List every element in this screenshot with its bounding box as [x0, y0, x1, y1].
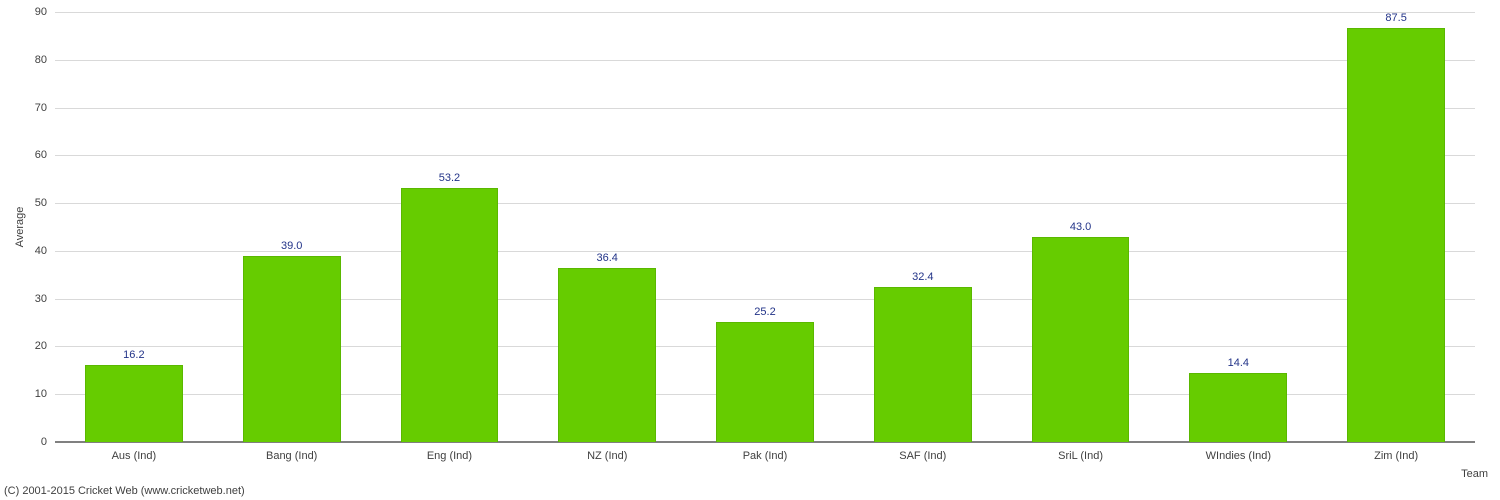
- x-axis-label: Team: [1461, 468, 1488, 480]
- y-tick-label: 50: [35, 197, 47, 209]
- y-tick-label: 90: [35, 6, 47, 18]
- bar-slot: 14.4: [1159, 12, 1317, 442]
- bar-value-label: 87.5: [1385, 12, 1406, 24]
- x-tick-label: NZ (Ind): [528, 450, 686, 462]
- y-tick-label: 30: [35, 293, 47, 305]
- bar: [401, 188, 499, 442]
- y-tick-label: 70: [35, 102, 47, 114]
- bar-chart: 16.2 39.0 53.2 36.4 25.2 32.4 43.0 14.4 87.5 Ave…: [0, 0, 1500, 500]
- y-axis-label: Average: [14, 207, 26, 248]
- bar-slot: 16.2: [55, 12, 213, 442]
- y-tick-label: 80: [35, 54, 47, 66]
- bar-value-label: 16.2: [123, 349, 144, 361]
- y-tick-label: 0: [41, 436, 47, 448]
- bar: [874, 287, 972, 442]
- bar: [716, 322, 814, 442]
- y-tick-label: 10: [35, 388, 47, 400]
- bars-container: 16.2 39.0 53.2 36.4 25.2 32.4 43.0 14.4 87.5: [55, 12, 1475, 442]
- bar-slot: 25.2: [686, 12, 844, 442]
- bar-slot: 87.5: [1317, 12, 1475, 442]
- x-tick-label: Bang (Ind): [213, 450, 371, 462]
- bar: [1032, 237, 1130, 442]
- bar-slot: 32.4: [844, 12, 1002, 442]
- bar-value-label: 14.4: [1228, 357, 1249, 369]
- bar-value-label: 25.2: [754, 306, 775, 318]
- bar-slot: 39.0: [213, 12, 371, 442]
- copyright-text: (C) 2001-2015 Cricket Web (www.cricketwe…: [4, 485, 245, 497]
- y-tick-label: 60: [35, 149, 47, 161]
- x-axis: Aus (Ind)Bang (Ind)Eng (Ind)NZ (Ind)Pak …: [55, 450, 1475, 462]
- bar-value-label: 53.2: [439, 172, 460, 184]
- bar: [558, 268, 656, 442]
- bar: [1347, 28, 1445, 442]
- bar-value-label: 39.0: [281, 240, 302, 252]
- bar-value-label: 43.0: [1070, 221, 1091, 233]
- bar-value-label: 32.4: [912, 271, 933, 283]
- x-tick-label: WIndies (Ind): [1159, 450, 1317, 462]
- plot-area: 16.2 39.0 53.2 36.4 25.2 32.4 43.0 14.4 87.5: [55, 12, 1475, 442]
- bar-slot: 36.4: [528, 12, 686, 442]
- bar: [243, 256, 341, 442]
- bar-slot: 43.0: [1002, 12, 1160, 442]
- bar: [85, 365, 183, 442]
- x-tick-label: Aus (Ind): [55, 450, 213, 462]
- x-tick-label: SAF (Ind): [844, 450, 1002, 462]
- y-tick-label: 20: [35, 340, 47, 352]
- x-tick-label: Zim (Ind): [1317, 450, 1475, 462]
- bar: [1189, 373, 1287, 442]
- y-tick-label: 40: [35, 245, 47, 257]
- x-tick-label: Eng (Ind): [371, 450, 529, 462]
- gridline: [55, 442, 1475, 443]
- bar-value-label: 36.4: [597, 252, 618, 264]
- x-tick-label: SriL (Ind): [1002, 450, 1160, 462]
- bar-slot: 53.2: [371, 12, 529, 442]
- x-tick-label: Pak (Ind): [686, 450, 844, 462]
